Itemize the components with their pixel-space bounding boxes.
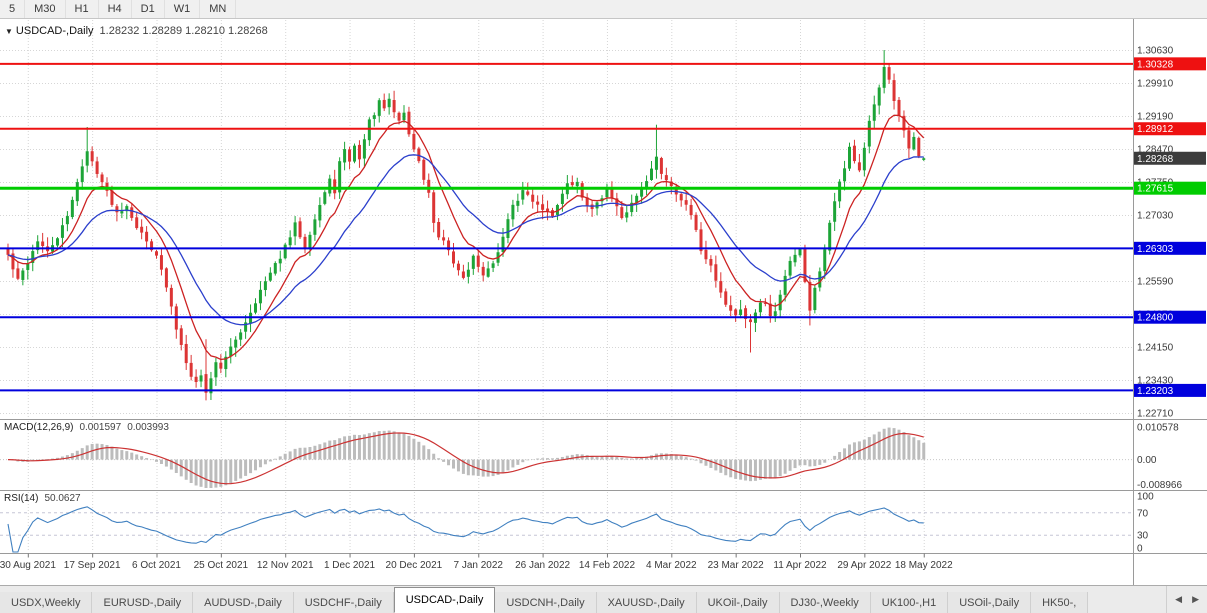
date-label: 30 Aug 2021 bbox=[0, 560, 56, 571]
tab-dj30-weekly[interactable]: DJ30-,Weekly bbox=[779, 592, 871, 613]
date-label: 1 Dec 2021 bbox=[324, 560, 376, 571]
tab-usdcnh-daily[interactable]: USDCNH-,Daily bbox=[495, 592, 597, 613]
macd-signal-line bbox=[7, 432, 924, 485]
timeframe-d1[interactable]: D1 bbox=[132, 0, 165, 18]
date-label: 14 Feb 2022 bbox=[579, 560, 636, 571]
rsi-axis-label: 0 bbox=[1137, 544, 1143, 555]
date-label: 11 Apr 2022 bbox=[773, 560, 827, 571]
tab-scroll-left-icon[interactable]: ◀ bbox=[1175, 594, 1183, 604]
price-badge bbox=[1134, 383, 1206, 397]
rsi-name: RSI(14) bbox=[4, 493, 39, 504]
ohlc-values: 1.28232 1.28289 1.28210 1.28268 bbox=[99, 25, 268, 37]
symbol-ohlc-label: ▼ USDCAD-,Daily 1.28232 1.28289 1.28210 1.… bbox=[5, 25, 268, 37]
tab-scroll-arrows: ◀ ▶ bbox=[1166, 586, 1207, 613]
macd-histogram bbox=[11, 427, 926, 488]
date-label: 20 Dec 2021 bbox=[386, 560, 443, 571]
rsi-axis-label: 70 bbox=[1137, 508, 1149, 519]
chart-canvas[interactable]: 1.306301.299101.291901.284701.277501.270… bbox=[0, 0, 1207, 585]
price-badge-text: 1.30328 bbox=[1137, 59, 1174, 70]
timeframe-m30[interactable]: M30 bbox=[25, 0, 66, 18]
price-badge bbox=[1134, 241, 1206, 255]
timeframe-bar: 5 M30 H1 H4 D1 W1 MN bbox=[0, 0, 1207, 19]
rsi-value: 50.0627 bbox=[44, 493, 81, 504]
tab-ukoil-daily[interactable]: UKOil-,Daily bbox=[696, 592, 780, 613]
price-badge-text: 1.24800 bbox=[1137, 313, 1174, 324]
timeframe-m5[interactable]: 5 bbox=[0, 0, 26, 18]
price-axis-label: 1.24150 bbox=[1137, 343, 1174, 354]
macd-axis-label: 0.00 bbox=[1137, 455, 1157, 466]
price-axis-label: 1.28470 bbox=[1137, 145, 1174, 156]
timeframe-h1[interactable]: H1 bbox=[66, 0, 99, 18]
timeframe-w1[interactable]: W1 bbox=[165, 0, 201, 18]
tab-usdchf-daily[interactable]: USDCHF-,Daily bbox=[293, 592, 394, 613]
price-axis-label: 1.25590 bbox=[1137, 277, 1174, 288]
date-label: 23 Mar 2022 bbox=[708, 560, 765, 571]
price-badge bbox=[1134, 57, 1206, 71]
tab-usdx-weekly[interactable]: USDX,Weekly bbox=[0, 592, 93, 613]
tab-hk50[interactable]: HK50-, bbox=[1031, 592, 1089, 613]
price-badge bbox=[1134, 151, 1206, 165]
price-badge-text: 1.26303 bbox=[1137, 244, 1174, 255]
rsi-axis-label: 30 bbox=[1137, 531, 1149, 542]
macd-value-signal: 0.003993 bbox=[127, 422, 169, 433]
candlestick-series bbox=[6, 50, 926, 401]
slow-ma-line bbox=[7, 154, 924, 326]
price-axis-label: 1.29190 bbox=[1137, 112, 1174, 123]
rsi-axis-label: 100 bbox=[1137, 492, 1154, 503]
timeframe-h4[interactable]: H4 bbox=[99, 0, 132, 18]
date-label: 7 Jan 2022 bbox=[454, 560, 504, 571]
macd-name: MACD(12,26,9) bbox=[4, 422, 74, 433]
tab-uk100-h1[interactable]: UK100-,H1 bbox=[870, 592, 949, 613]
price-axis-label: 1.23430 bbox=[1137, 376, 1174, 387]
date-label: 12 Nov 2021 bbox=[257, 560, 314, 571]
chart-tabs: USDX,Weekly EURUSD-,Daily AUDUSD-,Daily USD… bbox=[0, 586, 1166, 613]
price-badge bbox=[1134, 181, 1206, 195]
macd-axis-label: 0.010578 bbox=[1137, 423, 1179, 434]
price-badge-text: 1.23203 bbox=[1137, 386, 1174, 397]
price-badge bbox=[1134, 310, 1206, 324]
price-badge-text: 1.28268 bbox=[1137, 154, 1174, 165]
date-label: 4 Mar 2022 bbox=[646, 560, 697, 571]
price-axis-label: 1.29910 bbox=[1137, 79, 1174, 90]
macd-value-main: 0.001597 bbox=[79, 422, 122, 433]
price-badge-text: 1.28912 bbox=[1137, 124, 1174, 135]
date-label: 29 Apr 2022 bbox=[837, 560, 891, 571]
tab-audusd-daily[interactable]: AUDUSD-,Daily bbox=[193, 592, 294, 613]
macd-axis-label: -0.008966 bbox=[1137, 480, 1182, 491]
chart-tabs-bar: USDX,Weekly EURUSD-,Daily AUDUSD-,Daily USD… bbox=[0, 585, 1207, 613]
price-axis-label: 1.30630 bbox=[1137, 46, 1174, 57]
rsi-label: RSI(14) 50.0627 bbox=[4, 493, 81, 504]
timeframe-mn[interactable]: MN bbox=[200, 0, 237, 18]
tab-eurusd-daily[interactable]: EURUSD-,Daily bbox=[92, 592, 194, 613]
tab-usoil-daily[interactable]: USOil-,Daily bbox=[948, 592, 1032, 613]
symbol-name: USDCAD-,Daily bbox=[15, 25, 94, 37]
price-axis-label: 1.22710 bbox=[1137, 409, 1174, 420]
date-label: 6 Oct 2021 bbox=[132, 560, 181, 571]
rsi-line bbox=[7, 506, 924, 553]
tab-scroll-right-icon[interactable]: ▶ bbox=[1192, 594, 1199, 604]
date-label: 26 Jan 2022 bbox=[515, 560, 570, 571]
price-badge bbox=[1134, 122, 1206, 136]
price-badge-text: 1.27615 bbox=[1137, 184, 1174, 195]
price-axis-label: 1.27030 bbox=[1137, 211, 1174, 222]
macd-label: MACD(12,26,9) 0.001597 0.003993 bbox=[4, 422, 169, 433]
tab-xauusd-daily[interactable]: XAUUSD-,Daily bbox=[596, 592, 697, 613]
chart-dropdown-icon[interactable]: ▼ bbox=[5, 27, 13, 36]
date-label: 17 Sep 2021 bbox=[64, 560, 121, 571]
date-label: 25 Oct 2021 bbox=[194, 560, 249, 571]
date-label: 18 May 2022 bbox=[895, 560, 953, 571]
tab-usdcad-daily[interactable]: USDCAD-,Daily bbox=[393, 587, 496, 613]
fast-ma-line bbox=[7, 114, 925, 361]
